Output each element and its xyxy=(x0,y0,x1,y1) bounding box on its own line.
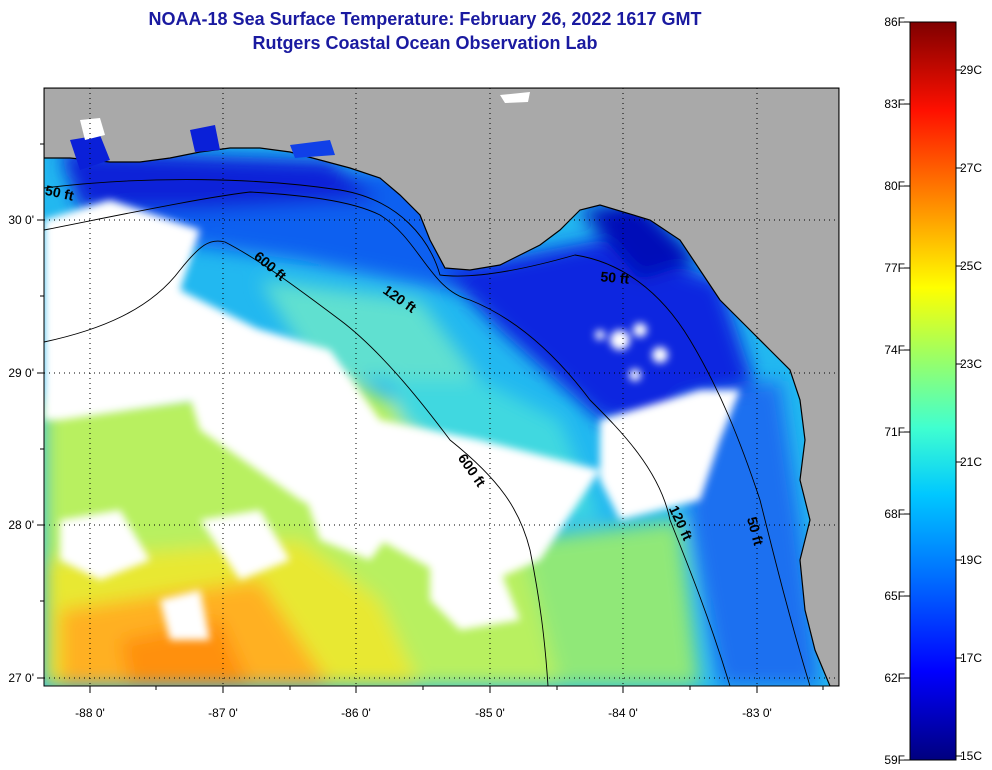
colorbar-c-label: 25C xyxy=(960,259,982,273)
map-area: 50 ft 600 ft 120 ft 50 ft 600 ft 120 ft … xyxy=(44,88,839,686)
lon-label: -88 0' xyxy=(75,706,105,720)
colorbar-ticks xyxy=(904,21,962,761)
land-mass xyxy=(44,88,839,686)
lon-label: -87 0' xyxy=(208,706,238,720)
colorbar: 86F 83F 80F 77F 74F 71F 68F 65F 62F 59F … xyxy=(884,15,982,767)
bay xyxy=(190,125,220,152)
colorbar-f-label: 62F xyxy=(884,671,905,685)
lon-label: -86 0' xyxy=(341,706,371,720)
colorbar-f-label: 86F xyxy=(884,15,905,29)
lat-label: 29 0' xyxy=(8,366,34,380)
map-title: NOAA-18 Sea Surface Temperature: Februar… xyxy=(148,9,702,29)
colorbar-c-label: 27C xyxy=(960,161,982,175)
sst-field xyxy=(44,150,820,686)
latitude-labels: 30 0' 29 0' 28 0' 27 0' xyxy=(8,213,34,685)
depth-contours xyxy=(44,179,811,686)
colorbar-c-label: 29C xyxy=(960,63,982,77)
map-subtitle: Rutgers Coastal Ocean Observation Lab xyxy=(252,33,598,53)
colorbar-c-label: 17C xyxy=(960,651,982,665)
land-cloud xyxy=(80,118,105,140)
colorbar-c-label: 21C xyxy=(960,455,982,469)
map-frame xyxy=(43,87,840,687)
longitude-labels: -88 0' -87 0' -86 0' -85 0' -84 0' -83 0… xyxy=(75,706,772,720)
contour-label: 50 ft xyxy=(744,515,767,547)
colorbar-f-label: 59F xyxy=(884,753,905,767)
cloud-cover xyxy=(44,200,740,640)
colorbar-f-label: 65F xyxy=(884,589,905,603)
colorbar-f-label: 68F xyxy=(884,507,905,521)
colorbar-f-label: 83F xyxy=(884,97,905,111)
lat-label: 28 0' xyxy=(8,518,34,532)
inland-lake xyxy=(500,92,530,103)
lat-label: 27 0' xyxy=(8,671,34,685)
colorbar-f-label: 71F xyxy=(884,425,905,439)
contour-label: 50 ft xyxy=(44,182,76,204)
contour-label: 50 ft xyxy=(600,268,630,286)
bay xyxy=(290,140,335,158)
colorbar-f-label: 77F xyxy=(884,261,905,275)
colorbar-gradient xyxy=(909,21,957,761)
lon-label: -85 0' xyxy=(475,706,505,720)
bay xyxy=(70,135,110,170)
axis-ticks xyxy=(37,143,824,693)
lon-label: -84 0' xyxy=(608,706,638,720)
colorbar-f-label: 74F xyxy=(884,343,905,357)
lat-label: 30 0' xyxy=(8,213,34,227)
colorbar-f-label: 80F xyxy=(884,179,905,193)
colorbar-c-label: 23C xyxy=(960,357,982,371)
colorbar-c-label: 19C xyxy=(960,553,982,567)
colorbar-c-label: 15C xyxy=(960,749,982,763)
lon-label: -83 0' xyxy=(742,706,772,720)
